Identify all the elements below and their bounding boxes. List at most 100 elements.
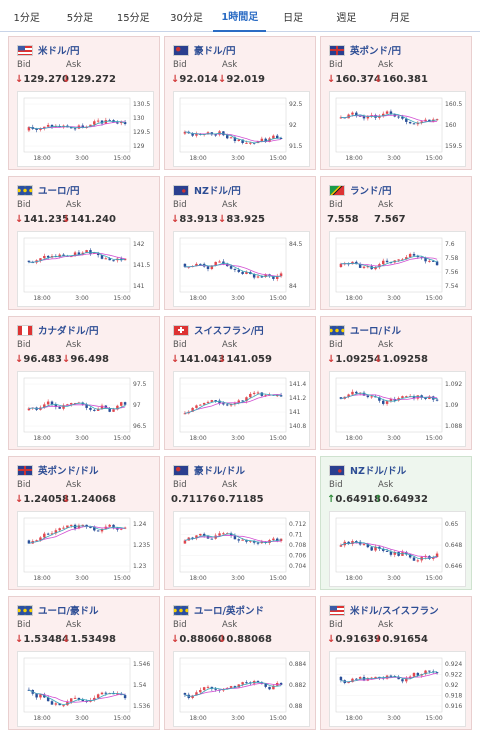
rate-card[interactable]: ランド/円 Bid Ask 7.558 7.567 7.6 7.58 7.56 7.54 18:0…: [320, 176, 472, 310]
candle-body: [108, 408, 111, 412]
tab-4[interactable]: 1時間足: [213, 0, 267, 32]
rate-card[interactable]: 豪ドル/ドル Bid Ask 0.71176 0.71185 0.712 0.71 0.708…: [164, 456, 316, 590]
pair-name[interactable]: スイスフラン/円: [194, 326, 264, 337]
x-tick-label: 18:00: [189, 575, 206, 582]
rate-card[interactable]: ユーロ/豪ドル Bid Ask ↓1.53484 ↓1.53498 1.546 1.54 1.…: [8, 596, 160, 730]
tab-7[interactable]: 月足: [389, 12, 410, 24]
candle-body: [389, 398, 393, 402]
rate-card[interactable]: カナダドル/円 Bid Ask ↓96.483 ↓96.498 97.5 97 96.5 18:…: [8, 316, 160, 450]
tab-6[interactable]: 週足: [336, 12, 357, 24]
card-header: ユーロ/円: [17, 183, 79, 197]
candle-body: [93, 697, 96, 701]
bid-price: 160.374: [335, 74, 381, 85]
pair-name[interactable]: 英ポンド/ドル: [38, 466, 99, 477]
mini-chart[interactable]: 97.5 97 96.5 18:00 3:00 15:00: [17, 371, 154, 447]
mini-chart[interactable]: 160.5 160 159.5 18:00 3:00 15:00: [329, 91, 466, 167]
tab-2[interactable]: 15分足: [116, 12, 150, 24]
candle-body: [229, 266, 233, 269]
bid-price: 0.88060: [179, 634, 225, 645]
ask-price: 129.272: [70, 74, 116, 85]
pair-name[interactable]: ランド/円: [350, 186, 392, 197]
candlestick-chart: 1.546 1.54 1.536 18:00 3:00 15:00: [23, 657, 150, 722]
rate-card[interactable]: NZドル/円 Bid Ask ↓83.913 ↓83.925 84.5 84 18:00 3:0…: [164, 176, 316, 310]
mini-chart[interactable]: 84.5 84 18:00 3:00 15:00: [173, 231, 310, 307]
mini-chart[interactable]: 7.6 7.58 7.56 7.54 18:00 3:00 15:00: [329, 231, 466, 307]
y-tick-label: 92: [289, 122, 297, 129]
bid-price: 0.91639: [335, 634, 381, 645]
candle-body: [382, 113, 385, 117]
tab-3[interactable]: 30分足: [170, 12, 203, 24]
candle-body: [46, 255, 50, 258]
pair-name[interactable]: NZドル/ドル: [350, 466, 407, 477]
pair-name[interactable]: NZドル/円: [194, 186, 241, 197]
pair-name[interactable]: 英ポンド/円: [350, 46, 401, 57]
card-header: 米ドル/スイスフラン: [329, 603, 439, 617]
mini-chart[interactable]: 0.924 0.922 0.92 0.918 0.916 18:00 3:00 15:00: [329, 651, 466, 727]
au-us-flag-icon: [173, 464, 189, 476]
candlestick-chart: 0.712 0.71 0.708 0.706 0.704 18:00 3:00 15:00: [179, 517, 306, 582]
candle-body: [233, 268, 237, 270]
candle-body: [339, 263, 343, 267]
candle-body: [123, 695, 127, 699]
short-moving-average-line: [340, 113, 438, 124]
rate-card[interactable]: 米ドル/スイスフラン Bid Ask ↓0.91639 ↓0.91654 0.924 0.9…: [320, 596, 472, 730]
candle-body: [27, 408, 31, 411]
mini-chart[interactable]: 141.4 141.2 141 140.8 18:00 3:00 15:00: [173, 371, 310, 447]
mini-chart[interactable]: 1.546 1.54 1.536 18:00 3:00 15:00: [17, 651, 154, 727]
ask-price: 96.498: [70, 354, 109, 365]
candle-body: [408, 121, 412, 124]
rate-card[interactable]: NZドル/ドル Bid Ask ↑0.64918 ↑0.64932 0.65 0.648 0.…: [320, 456, 472, 590]
candle-body: [245, 397, 248, 402]
arrow-down-icon: ↓: [62, 74, 71, 85]
pair-name[interactable]: 米ドル/スイスフラン: [350, 606, 439, 617]
pair-name[interactable]: ユーロ/円: [38, 186, 80, 197]
mini-chart[interactable]: 1.092 1.09 1.088 18:00 3:00 15:00: [329, 371, 466, 447]
rate-card[interactable]: ユーロ/英ポンド Bid Ask ↓0.88060 ↓0.88068 0.884 0.882…: [164, 596, 316, 730]
mini-chart[interactable]: 142 141.5 141 18:00 3:00 15:00: [17, 231, 154, 307]
tab-1[interactable]: 5分足: [66, 12, 94, 24]
mini-chart[interactable]: 1.24 1.235 1.23 18:00 3:00 15:00: [17, 511, 154, 587]
candle-body: [237, 139, 240, 142]
rate-card[interactable]: ユーロ/ドル Bid Ask ↓1.09254 ↓1.09258 1.092 1.09 1.0…: [320, 316, 472, 450]
candle-body: [96, 120, 100, 122]
mini-chart[interactable]: 0.712 0.71 0.708 0.706 0.704 18:00 3:00 15:00: [173, 511, 310, 587]
moving-average-line: [340, 114, 438, 123]
pair-name[interactable]: ユーロ/豪ドル: [38, 606, 99, 617]
pair-name[interactable]: ユーロ/英ポンド: [194, 606, 264, 617]
tab-0[interactable]: 1分足: [13, 12, 40, 24]
pair-name[interactable]: ユーロ/ドル: [350, 326, 401, 337]
rate-card[interactable]: 英ポンド/円 Bid Ask ↓160.374 ↓160.381 160.5 160 159.…: [320, 36, 472, 170]
x-tick-label: 3:00: [231, 295, 245, 302]
ask-label: Ask: [378, 60, 394, 70]
rate-card[interactable]: 英ポンド/ドル Bid Ask ↓1.24058 ↓1.24068 1.24 1.235 1.…: [8, 456, 160, 590]
rate-card[interactable]: 豪ドル/円 Bid Ask ↓92.014 ↓92.019 92.5 92 91.5 18:00…: [164, 36, 316, 170]
y-tick-label: 129: [133, 143, 145, 150]
pair-name[interactable]: 豪ドル/ドル: [194, 466, 245, 477]
arrow-down-icon: ↓: [15, 634, 24, 645]
arrow-up-icon: ↑: [327, 494, 336, 505]
mini-chart[interactable]: 0.65 0.648 0.646 18:00 3:00 15:00: [329, 511, 466, 587]
candle-body: [435, 261, 439, 266]
candle-body: [366, 395, 370, 398]
tab-5[interactable]: 日足: [283, 12, 304, 24]
pair-name[interactable]: カナダドル/円: [38, 326, 99, 337]
candle-body: [39, 537, 42, 541]
candle-body: [116, 693, 119, 695]
ca-flag-icon: [17, 324, 33, 336]
y-tick-label: 142: [133, 241, 145, 248]
candle-body: [50, 124, 54, 127]
candle-body: [73, 697, 77, 699]
y-tick-label: 0.882: [289, 682, 306, 689]
pair-name[interactable]: 豪ドル/円: [194, 46, 236, 57]
mini-chart[interactable]: 0.884 0.882 0.88 18:00 3:00 15:00: [173, 651, 310, 727]
mini-chart[interactable]: 130.5 130 129.5 129 18:00 3:00 15:00: [17, 91, 154, 167]
rate-card[interactable]: 米ドル/円 Bid Ask ↓129.270 ↓129.272 130.5 130 129.5…: [8, 36, 160, 170]
pair-name[interactable]: 米ドル/円: [38, 46, 80, 57]
mini-chart[interactable]: 92.5 92 91.5 18:00 3:00 15:00: [173, 91, 310, 167]
rate-card[interactable]: スイスフラン/円 Bid Ask ↓141.043 ↓141.059 141.4 141.2…: [164, 316, 316, 450]
y-tick-label: 0.704: [289, 563, 306, 570]
rate-card[interactable]: ユーロ/円 Bid Ask ↓141.235 ↓141.240 142 141.5 141 18…: [8, 176, 160, 310]
candle-body: [276, 135, 279, 139]
ask-value: ↓141.059: [218, 354, 272, 365]
arrow-down-icon: ↓: [171, 634, 180, 645]
